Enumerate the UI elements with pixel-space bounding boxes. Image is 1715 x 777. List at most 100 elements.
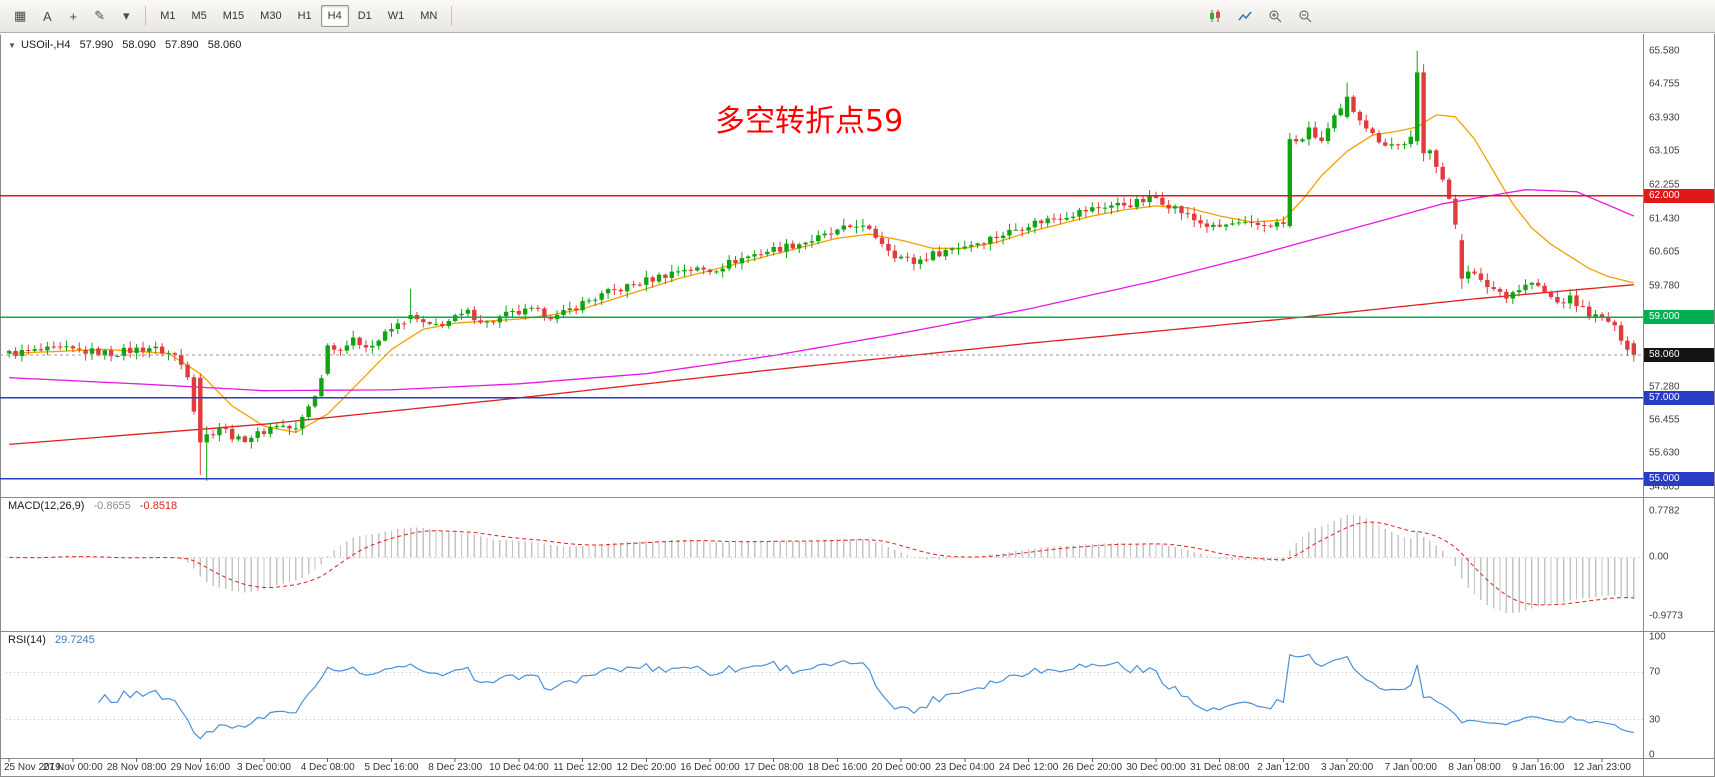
- rsi-line: [97, 653, 1634, 740]
- rsi-value: 29.7245: [54, 634, 95, 646]
- collapse-triangle-icon[interactable]: ▼: [8, 41, 16, 50]
- time-label: 16 Dec 00:00: [680, 762, 740, 773]
- time-label: 12 Jan 23:00: [1573, 762, 1631, 773]
- macd-tick-label: 0.00: [1649, 551, 1669, 563]
- ma-slow-red: [9, 284, 1634, 446]
- ohlc-close: 58.060: [207, 39, 242, 51]
- macd-signal-value: -0.8518: [139, 500, 178, 512]
- panel-separator-handle[interactable]: [0, 495, 1715, 499]
- macd-signal-line: [9, 521, 1634, 606]
- text-annotation-button[interactable]: A: [35, 5, 59, 27]
- time-label: 28 Nov 08:00: [106, 762, 167, 773]
- price-tick-label: 59.780: [1649, 280, 1680, 291]
- time-label: 20 Dec 00:00: [871, 762, 931, 773]
- ma-fast-orange: [9, 114, 1634, 433]
- chart-grid-icon[interactable]: ▦: [7, 5, 33, 27]
- symbol-ohlc-readout: ▼ USOil-,H4 57.990 58.090 57.890 58.060: [8, 39, 247, 51]
- ohlc-high: 58.090: [122, 39, 156, 51]
- timeframe-button-mn[interactable]: MN: [420, 10, 438, 22]
- chart-area[interactable]: ▼ USOil-,H4 57.990 58.090 57.890 58.060 …: [0, 34, 1715, 777]
- time-label: 10 Dec 04:00: [489, 762, 549, 773]
- timeframe-button-m1[interactable]: M1: [160, 10, 176, 22]
- time-label: 26 Dec 20:00: [1062, 762, 1123, 773]
- timeframe-button-h1[interactable]: H1: [297, 10, 312, 22]
- timeframe-button-d1[interactable]: D1: [357, 10, 372, 22]
- toolbar-left-icons: ▦ A + ✎ ▾: [6, 5, 139, 27]
- toolbar-separator: [451, 6, 453, 26]
- time-label: 17 Dec 08:00: [743, 762, 804, 773]
- crosshair-tool-button[interactable]: +: [61, 5, 85, 27]
- time-label: 18 Dec 16:00: [807, 762, 868, 773]
- price-tick-label: 60.605: [1649, 246, 1680, 258]
- rsi-indicator-label: RSI(14) 29.7245: [8, 634, 101, 646]
- tool-dropdown-arrow-icon[interactable]: ▾: [114, 5, 138, 27]
- price-tick-label: 63.105: [1649, 145, 1680, 157]
- panel-separator-handle[interactable]: [0, 629, 1715, 633]
- time-axis[interactable]: [0, 756, 1715, 777]
- time-label: 5 Dec 16:00: [364, 762, 419, 773]
- rsi-tick-label: 30: [1649, 714, 1661, 726]
- timeframe-button-m5[interactable]: M5: [191, 10, 207, 22]
- time-label: 9 Jan 16:00: [1512, 762, 1565, 773]
- price-badge-62.000: 62.000: [1644, 188, 1714, 203]
- ohlc-open: 57.990: [79, 39, 114, 51]
- draw-tool-button: ✎: [94, 8, 106, 23]
- time-label: 8 Jan 08:00: [1448, 762, 1501, 773]
- ma-mid-magenta: [9, 189, 1635, 392]
- candlestick-chart-icon[interactable]: [1201, 5, 1229, 27]
- toolbar: ▦ A + ✎ ▾ M1 M5 M15 M30 H1 H4 D1 W1 MN: [0, 0, 1715, 33]
- price-axis[interactable]: [1643, 34, 1715, 497]
- time-label: 2 Jan 12:00: [1257, 762, 1310, 773]
- price-badge-59.000: 59.000: [1644, 310, 1714, 325]
- time-label: 12 Dec 20:00: [616, 762, 677, 773]
- line-chart-icon[interactable]: [1231, 5, 1259, 27]
- time-label: 24 Dec 12:00: [998, 762, 1059, 773]
- draw-tool-button[interactable]: ✎: [87, 5, 112, 27]
- chart-plot[interactable]: [0, 34, 1715, 777]
- toolbar-separator: [145, 6, 147, 26]
- price-tick-label: 64.755: [1649, 78, 1680, 90]
- rsi-axis[interactable]: [1643, 631, 1715, 758]
- rsi-tick-label: 0: [1649, 749, 1655, 761]
- time-label: 3 Dec 00:00: [237, 762, 291, 773]
- price-tick-label: 57.280: [1649, 381, 1680, 393]
- crosshair-tool-button: +: [69, 8, 78, 24]
- macd-main-value: -0.8655: [93, 500, 131, 512]
- macd-title: MACD(12,26,9): [8, 500, 85, 512]
- time-label: 8 Dec 23:00: [428, 762, 483, 773]
- price-tick-label: 62.255: [1649, 179, 1680, 191]
- time-label: 3 Jan 20:00: [1320, 762, 1374, 773]
- price-tick-label: 63.930: [1649, 112, 1680, 124]
- time-label: 11 Dec 12:00: [553, 762, 612, 773]
- timeframe-button-w1[interactable]: W1: [387, 10, 405, 22]
- price-badge-55.000: 55.000: [1644, 471, 1714, 486]
- macd-indicator-label: MACD(12,26,9) -0.8655 -0.8518: [8, 500, 183, 512]
- rsi-tick-label: 70: [1649, 666, 1661, 678]
- symbol-timeframe-label: USOil-,H4: [20, 39, 71, 51]
- time-label: 4 Dec 08:00: [300, 762, 355, 773]
- time-label: 31 Dec 08:00: [1189, 762, 1250, 773]
- zoom-out-icon[interactable]: [1291, 5, 1319, 27]
- timeframe-button-h4[interactable]: H4: [320, 5, 349, 27]
- price-tick-label: 61.430: [1649, 213, 1680, 225]
- toolbar-right-icons: [1200, 5, 1320, 27]
- candles-layer: [7, 51, 1636, 481]
- price-tick-label: 65.580: [1649, 45, 1680, 57]
- zoom-in-icon[interactable]: [1261, 5, 1289, 27]
- time-label: 30 Dec 00:00: [1126, 762, 1186, 773]
- price-tick-label: 55.630: [1649, 447, 1680, 459]
- time-label: 27 Nov 00:00: [43, 762, 103, 773]
- timeframe-button-m30[interactable]: M30: [260, 10, 282, 22]
- price-tick-label: 56.455: [1649, 414, 1680, 426]
- timeframe-button-m15[interactable]: M15: [222, 10, 245, 22]
- chart-text-annotation[interactable]: 多空转折点59: [715, 104, 904, 139]
- price-tick-label: 54.805: [1649, 481, 1680, 493]
- text-annotation-button: A: [42, 8, 52, 24]
- time-label: 29 Nov 16:00: [170, 762, 231, 773]
- time-label: 25 Nov 2019: [4, 762, 61, 773]
- macd-tick-label: 0.7782: [1649, 505, 1680, 517]
- tool-dropdown-arrow-icon: ▾: [122, 8, 130, 23]
- chart-frame: [0, 34, 1715, 777]
- time-label: 23 Dec 04:00: [935, 762, 995, 773]
- price-badge-57.000: 57.000: [1644, 390, 1714, 405]
